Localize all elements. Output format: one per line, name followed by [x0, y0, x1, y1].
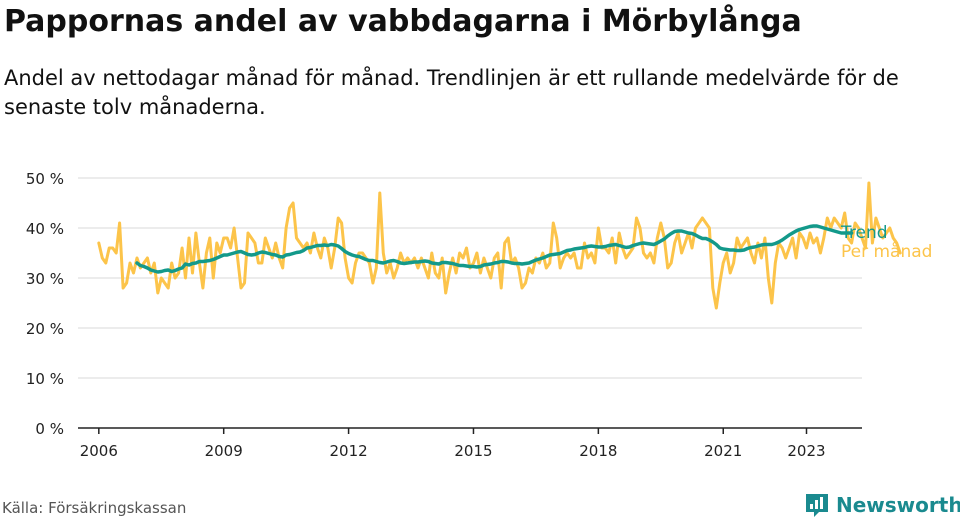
legend-label-trend: Trend: [840, 223, 888, 243]
series-line-per-manad: [97, 181, 902, 310]
x-tick-label: 2018: [579, 442, 617, 460]
y-tick-label: 50 %: [26, 170, 64, 188]
x-tick-label: 2006: [80, 442, 118, 460]
y-axis-tick-labels: 0 % 10 % 20 % 30 % 40 % 50 %: [26, 170, 64, 438]
x-tick-label: 2009: [205, 442, 243, 460]
x-tick-label: 2021: [704, 442, 742, 460]
y-tick-label: 20 %: [26, 320, 64, 338]
brand-logo[interactable]: Newsworthy: [804, 490, 960, 520]
chart-title: Pappornas andel av vabbdagarna i Mörbylå…: [4, 4, 802, 39]
grid-lines: [78, 177, 862, 379]
x-axis-ticks: 2006 2009 2012 2015 2018 2021 2023: [80, 428, 826, 460]
x-tick-label: 2012: [329, 442, 367, 460]
brand-name: Newsworthy: [836, 493, 960, 517]
bar-chart-speech-bubble-icon: [806, 494, 828, 517]
series-line-trend: [135, 224, 854, 274]
source-note: Källa: Försäkringskassan: [2, 499, 187, 517]
y-tick-label: 30 %: [26, 270, 64, 288]
y-tick-label: 40 %: [26, 220, 64, 238]
x-tick-label: 2015: [454, 442, 492, 460]
legend-label-per-manad: Per månad: [841, 241, 932, 262]
chart-subtitle: Andel av nettodagar månad för månad. Tre…: [4, 66, 899, 119]
y-tick-label: 0 %: [35, 420, 64, 438]
x-tick-label: 2023: [787, 442, 825, 460]
y-tick-label: 10 %: [26, 370, 64, 388]
